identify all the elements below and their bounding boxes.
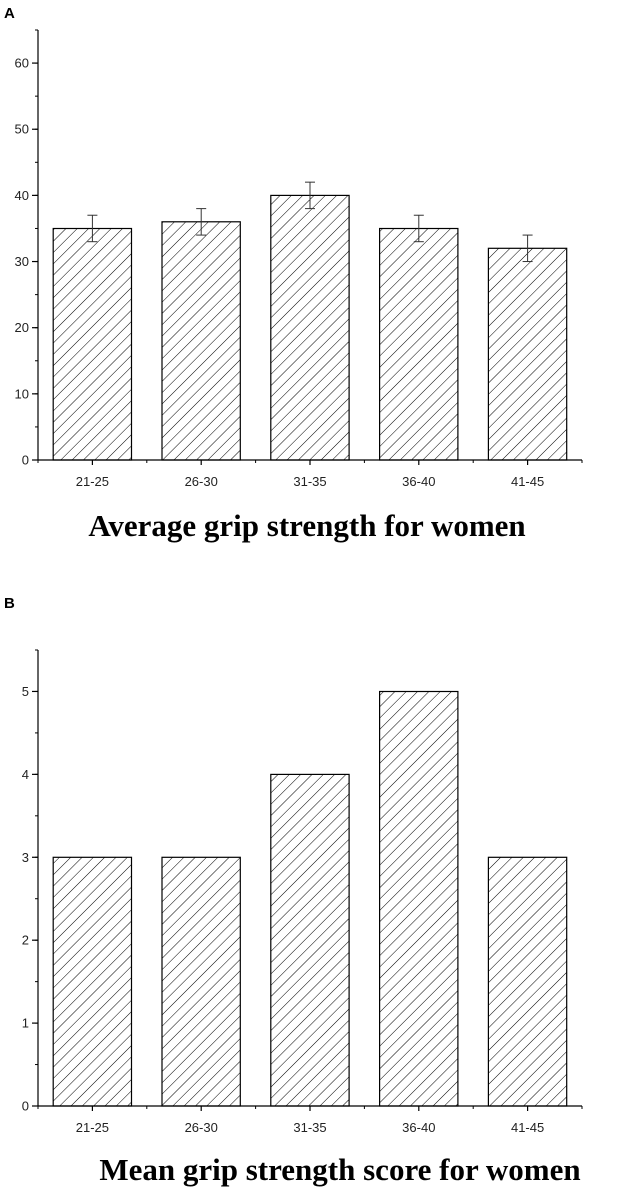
y-tick-label: 3 — [22, 850, 29, 865]
y-tick-label: 0 — [22, 1099, 29, 1114]
x-tick-label: 41-45 — [511, 1120, 544, 1135]
x-tick-label: 21-25 — [76, 474, 109, 489]
y-tick-label: 4 — [22, 767, 29, 782]
x-tick-label: 31-35 — [293, 1120, 326, 1135]
x-tick-label: 21-25 — [76, 1120, 109, 1135]
y-tick-label: 20 — [15, 320, 29, 335]
bar-41-45 — [487, 856, 568, 1107]
panel-label-b: B — [4, 595, 15, 612]
error-bar-41-45 — [522, 234, 533, 263]
chart-panel-a: A Average grip strength for women 0 10 20 3… — [4, 5, 583, 543]
error-bar-36-40 — [413, 214, 424, 243]
bar-21-25 — [52, 856, 133, 1107]
error-bar-21-25 — [87, 214, 98, 243]
y-tick-label: 50 — [15, 122, 29, 137]
y-tick-label: 30 — [15, 254, 29, 269]
chart-panel-b: B Mean grip strength score for women 0 1 2… — [4, 595, 583, 1187]
x-tick-label: 26-30 — [185, 1120, 218, 1135]
bar-41-45 — [487, 247, 568, 461]
x-axis-title-b: Mean grip strength score for women — [99, 1152, 580, 1187]
bar-31-35 — [270, 194, 350, 461]
y-tick-label: 1 — [22, 1016, 29, 1031]
error-bar-31-35 — [305, 181, 315, 210]
y-tick-label: 2 — [22, 933, 29, 948]
x-tick-label: 26-30 — [185, 474, 218, 489]
y-tick-label: 0 — [22, 453, 29, 468]
bar-26-30 — [161, 856, 241, 1107]
panel-label-a: A — [4, 5, 15, 22]
y-tick-label: 5 — [22, 684, 29, 699]
x-axis-title-a: Average grip strength for women — [88, 508, 525, 543]
error-bar-26-30 — [196, 208, 207, 236]
x-tick-label: 31-35 — [293, 474, 326, 489]
bar-36-40 — [379, 690, 459, 1107]
x-tick-label: 36-40 — [402, 474, 435, 489]
y-tick-label: 10 — [15, 386, 29, 401]
bar-26-30 — [161, 221, 241, 461]
x-tick-label: 36-40 — [402, 1120, 435, 1135]
bar-36-40 — [379, 227, 459, 461]
y-tick-label: 40 — [15, 188, 29, 203]
bar-21-25 — [52, 227, 133, 461]
x-tick-label: 41-45 — [511, 474, 544, 489]
y-tick-label: 60 — [15, 56, 29, 71]
bar-31-35 — [270, 773, 350, 1107]
